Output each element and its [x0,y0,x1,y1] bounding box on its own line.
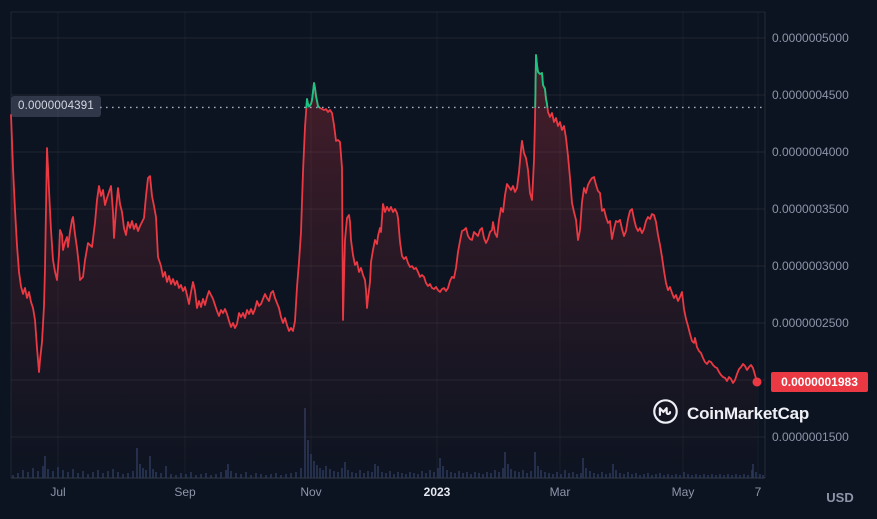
currency-unit-label: USD [826,490,854,505]
coinmarketcap-logo-icon [652,398,679,430]
last-price-dot [752,377,762,387]
threshold-price-label: 0.0000004391 [11,96,101,117]
x-axis-tick-label: Sep [174,485,196,499]
y-axis-tick-label: 0.0000005000 [772,31,849,45]
price-line [10,54,758,384]
y-axis-tick-label: 0.0000003500 [772,202,849,216]
y-axis-tick-label: 0.0000003000 [772,259,849,273]
x-axis-tick-label: Mar [549,485,571,499]
y-axis-tick-label: 0.0000004500 [772,88,849,102]
price-line-above-threshold [305,82,321,109]
x-axis-tick-label: Nov [300,485,322,499]
y-axis-tick-label: 0.0000004000 [772,145,849,159]
price-line-above-threshold [534,54,549,109]
y-axis-tick-label: 0.0000002500 [772,316,849,330]
price-area-fill [11,55,757,478]
coinmarketcap-watermark: CoinMarketCap [652,398,809,430]
x-axis-tick-label: 7 [754,485,762,499]
y-axis-tick-label: 0.0000001500 [772,430,849,444]
x-axis-tick-label: Jul [50,485,66,499]
coinmarketcap-brand-text: CoinMarketCap [687,404,810,423]
x-axis-tick-label: May [671,485,695,499]
volume-bar [762,475,764,478]
volume-bar [759,474,761,478]
last-price-badge: 0.0000001983 [771,372,868,392]
x-axis-tick-label: 2023 [423,485,451,499]
